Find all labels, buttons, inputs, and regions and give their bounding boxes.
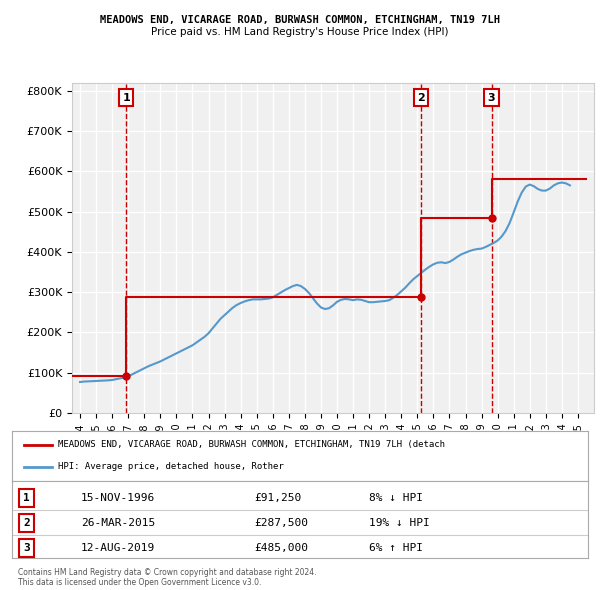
Text: 26-MAR-2015: 26-MAR-2015 (81, 518, 155, 528)
Text: £287,500: £287,500 (254, 518, 308, 528)
Text: 3: 3 (488, 93, 496, 103)
Text: 3: 3 (23, 543, 30, 553)
Text: 2: 2 (23, 518, 30, 528)
Text: 15-NOV-1996: 15-NOV-1996 (81, 493, 155, 503)
Text: HPI: Average price, detached house, Rother: HPI: Average price, detached house, Roth… (58, 463, 284, 471)
Text: 19% ↓ HPI: 19% ↓ HPI (369, 518, 430, 528)
Text: 1: 1 (23, 493, 30, 503)
Text: Price paid vs. HM Land Registry's House Price Index (HPI): Price paid vs. HM Land Registry's House … (151, 27, 449, 37)
Text: 1: 1 (122, 93, 130, 103)
Text: MEADOWS END, VICARAGE ROAD, BURWASH COMMON, ETCHINGHAM, TN19 7LH (detach: MEADOWS END, VICARAGE ROAD, BURWASH COMM… (58, 440, 445, 449)
Text: 8% ↓ HPI: 8% ↓ HPI (369, 493, 423, 503)
Text: MEADOWS END, VICARAGE ROAD, BURWASH COMMON, ETCHINGHAM, TN19 7LH: MEADOWS END, VICARAGE ROAD, BURWASH COMM… (100, 15, 500, 25)
Text: Contains HM Land Registry data © Crown copyright and database right 2024.
This d: Contains HM Land Registry data © Crown c… (18, 568, 317, 587)
Text: 12-AUG-2019: 12-AUG-2019 (81, 543, 155, 553)
Text: 6% ↑ HPI: 6% ↑ HPI (369, 543, 423, 553)
Text: 2: 2 (417, 93, 425, 103)
Text: £91,250: £91,250 (254, 493, 301, 503)
Text: £485,000: £485,000 (254, 543, 308, 553)
